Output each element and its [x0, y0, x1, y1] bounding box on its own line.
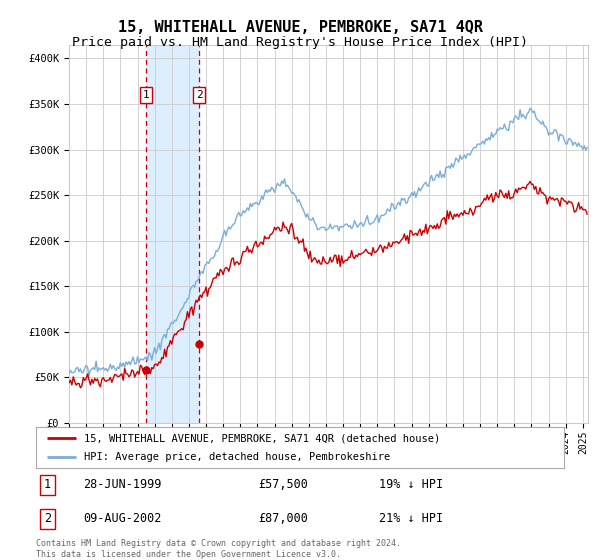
Text: 1: 1	[44, 478, 51, 491]
Text: HPI: Average price, detached house, Pembrokeshire: HPI: Average price, detached house, Pemb…	[83, 452, 390, 461]
Text: 09-AUG-2002: 09-AUG-2002	[83, 512, 162, 525]
Text: Price paid vs. HM Land Registry's House Price Index (HPI): Price paid vs. HM Land Registry's House …	[72, 36, 528, 49]
Bar	[146, 45, 199, 423]
Text: 15, WHITEHALL AVENUE, PEMBROKE, SA71 4QR: 15, WHITEHALL AVENUE, PEMBROKE, SA71 4QR	[118, 20, 482, 35]
Text: 2: 2	[44, 512, 51, 525]
Text: £87,000: £87,000	[258, 512, 308, 525]
Text: 1: 1	[142, 90, 149, 100]
Text: 21% ↓ HPI: 21% ↓ HPI	[379, 512, 443, 525]
Text: 2: 2	[196, 90, 203, 100]
Text: £57,500: £57,500	[258, 478, 308, 491]
Text: Contains HM Land Registry data © Crown copyright and database right 2024.
This d: Contains HM Land Registry data © Crown c…	[36, 539, 401, 559]
Text: 15, WHITEHALL AVENUE, PEMBROKE, SA71 4QR (detached house): 15, WHITEHALL AVENUE, PEMBROKE, SA71 4QR…	[83, 433, 440, 443]
Text: 19% ↓ HPI: 19% ↓ HPI	[379, 478, 443, 491]
Text: 28-JUN-1999: 28-JUN-1999	[83, 478, 162, 491]
